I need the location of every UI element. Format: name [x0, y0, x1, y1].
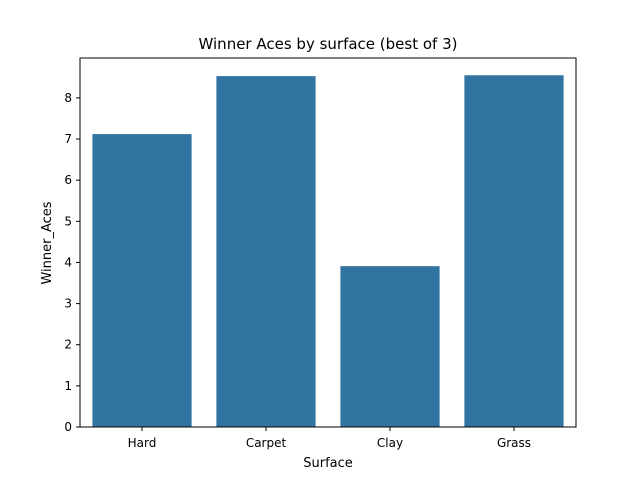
bar-grass: [464, 75, 564, 428]
x-tick-label: Carpet: [246, 436, 287, 450]
bar-hard: [92, 134, 192, 427]
bars-group: [92, 75, 564, 428]
x-tick-label: Hard: [128, 436, 157, 450]
y-tick-label: 1: [64, 379, 72, 393]
bar-clay: [340, 266, 440, 427]
y-tick-label: 6: [64, 173, 72, 187]
y-tick-label: 0: [64, 420, 72, 434]
plot-frame: [79, 57, 577, 428]
y-tick-label: 5: [64, 214, 72, 228]
y-tick-label: 7: [64, 132, 72, 146]
y-tick-label: 3: [64, 297, 72, 311]
chart-title: Winner Aces by surface (best of 3): [199, 35, 458, 53]
bar-carpet: [216, 76, 316, 427]
x-axis: Hard Carpet Clay Grass: [128, 427, 531, 450]
y-tick-label: 4: [64, 255, 72, 269]
y-tick-label: 8: [64, 91, 72, 105]
y-axis: 0 1 2 3 4 5 6 7 8: [64, 91, 80, 434]
x-axis-label: Surface: [303, 456, 353, 471]
x-tick-label: Clay: [377, 436, 403, 450]
y-tick-label: 2: [64, 338, 72, 352]
y-axis-label: Winner_Aces: [40, 201, 55, 284]
x-tick-label: Grass: [497, 436, 531, 450]
